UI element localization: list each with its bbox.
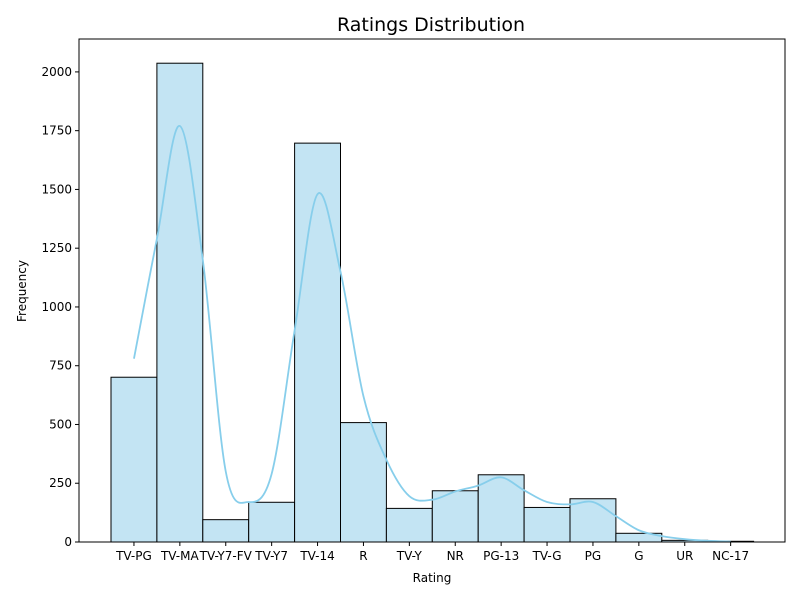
bar-r: [340, 422, 387, 543]
x-tick-label: TV-Y7-FV: [199, 549, 253, 563]
y-tick-label: 750: [49, 359, 72, 373]
y-tick-label: 1000: [41, 300, 72, 314]
bar-tv-y7: [248, 501, 296, 543]
x-tick-label: NC-17: [712, 549, 749, 563]
kde-curve: [133, 125, 731, 543]
x-axis-ticks: TV-PG TV-MA TV-Y7-FV TV-Y7 TV-14 R TV-Y NR PG-13…: [115, 542, 749, 563]
x-tick-label: TV-Y: [396, 549, 423, 563]
bar-tv-g: [523, 506, 571, 543]
y-tick-label: 1250: [41, 241, 72, 255]
x-tick-label: G: [634, 549, 643, 563]
x-tick-label: NR: [447, 549, 464, 563]
bar-tv-y: [385, 507, 433, 543]
y-tick-label: 500: [49, 417, 72, 431]
bar-tv-y7-fv: [202, 519, 250, 543]
x-tick-label: PG-13: [483, 549, 519, 563]
bar-tv-ma: [156, 62, 204, 543]
y-axis-label: Frequency: [15, 260, 29, 322]
x-tick-label: TV-MA: [160, 549, 200, 563]
bar-nr: [431, 490, 479, 543]
x-tick-label: TV-Y7: [254, 549, 288, 563]
x-tick-label: TV-PG: [115, 549, 152, 563]
y-tick-label: 2000: [41, 65, 72, 79]
x-axis-label: Rating: [413, 571, 452, 585]
bar-pg: [569, 498, 617, 543]
chart-title: Ratings Distribution: [337, 14, 525, 36]
plot-area: [110, 62, 755, 543]
bar-tv-pg: [110, 376, 158, 543]
y-tick-label: 1750: [41, 124, 72, 138]
y-tick-label: 0: [64, 535, 72, 549]
x-tick-label: UR: [676, 549, 693, 563]
y-tick-label: 250: [49, 476, 72, 490]
x-tick-label: TV-G: [532, 549, 562, 563]
axes-frame: [78, 38, 786, 543]
y-axis-ticks: 0 250 500 750 1000 1250 1500 1750 2000: [41, 65, 79, 549]
bar-tv-14: [294, 142, 342, 543]
x-tick-label: PG: [585, 549, 602, 563]
x-tick-label: R: [359, 549, 367, 563]
x-tick-label: TV-14: [299, 549, 334, 563]
y-tick-label: 1500: [41, 182, 72, 196]
